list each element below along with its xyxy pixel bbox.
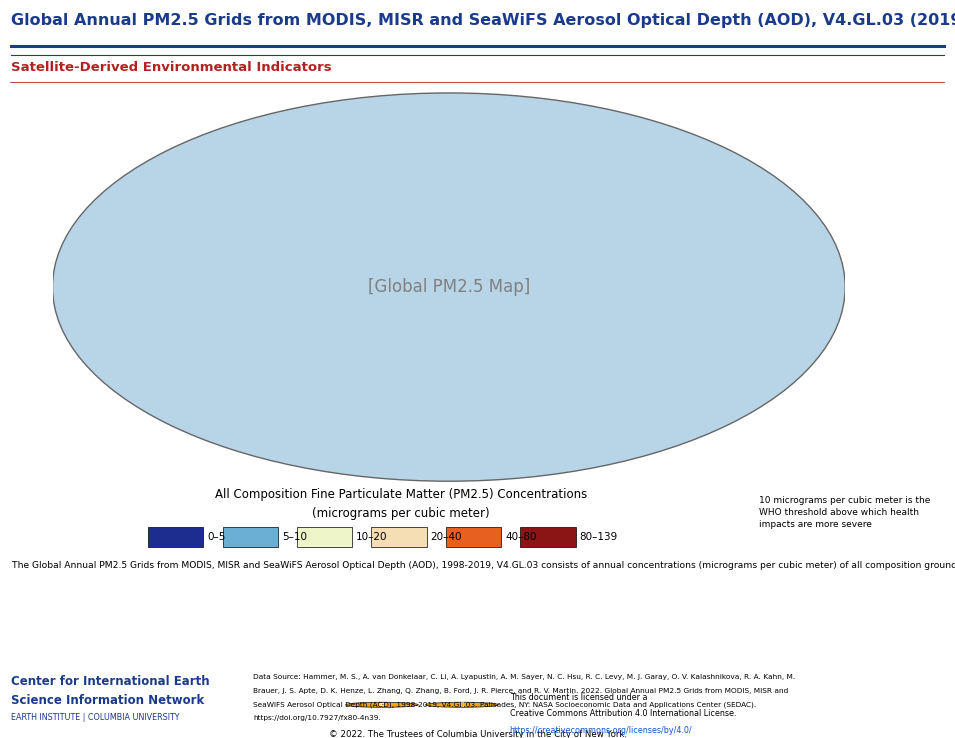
Text: All Composition Fine Particulate Matter (PM2.5) Concentrations: All Composition Fine Particulate Matter … [215,489,587,501]
Bar [446,527,501,547]
Text: 10–20: 10–20 [356,532,388,542]
Text: https://doi.org/10.7927/fx80-4n39.: https://doi.org/10.7927/fx80-4n39. [253,715,381,722]
Circle shape [426,703,499,707]
Bar [371,527,427,547]
Circle shape [346,703,418,707]
Text: 40–80: 40–80 [505,532,537,542]
Bar [520,527,576,547]
Text: ⓘ: ⓘ [460,703,463,707]
Text: 20–40: 20–40 [431,532,462,542]
Text: Center for International Earth: Center for International Earth [11,675,210,688]
Text: (micrograms per cubic meter): (micrograms per cubic meter) [312,507,490,520]
Text: cc: cc [379,703,385,707]
Text: SeaWiFS Aerosol Optical Depth (AOD), 1998-2019, V4.GL.03. Palisades, NY: NASA So: SeaWiFS Aerosol Optical Depth (AOD), 199… [253,701,756,708]
Text: 80–139: 80–139 [580,532,618,542]
Text: 5–10: 5–10 [282,532,307,542]
Bar [148,527,203,547]
Text: © 2022. The Trustees of Columbia University in the City of New York.: © 2022. The Trustees of Columbia Univers… [329,730,626,738]
Text: Global Annual PM2.5 Grids from MODIS, MISR and SeaWiFS Aerosol Optical Depth (AO: Global Annual PM2.5 Grids from MODIS, MI… [11,13,955,28]
Text: Satellite-Derived Environmental Indicators: Satellite-Derived Environmental Indicato… [11,61,332,74]
Bar [223,527,278,547]
Text: Science Information Network: Science Information Network [11,694,204,707]
Text: This document is licensed under a: This document is licensed under a [510,693,647,702]
Text: The Global Annual PM2.5 Grids from MODIS, MISR and SeaWiFS Aerosol Optical Depth: The Global Annual PM2.5 Grids from MODIS… [12,561,955,570]
Ellipse shape [53,93,845,481]
Text: Creative Commons Attribution 4.0 International License.: Creative Commons Attribution 4.0 Interna… [510,708,736,718]
Text: 0–5: 0–5 [207,532,225,542]
Text: https://creativecommons.org/licenses/by/4.0/: https://creativecommons.org/licenses/by/… [510,726,692,735]
Text: Data Source: Hammer, M. S., A. van Donkelaar, C. Li, A. Lyapustin, A. M. Sayer, : Data Source: Hammer, M. S., A. van Donke… [253,674,796,680]
Bar [297,527,352,547]
Text: [Global PM2.5 Map]: [Global PM2.5 Map] [368,278,530,296]
Text: Brauer, J. S. Apte, D. K. Henze, L. Zhang, Q. Zhang, B. Ford, J. R. Pierce, and : Brauer, J. S. Apte, D. K. Henze, L. Zhan… [253,688,788,694]
Text: EARTH INSTITUTE | COLUMBIA UNIVERSITY: EARTH INSTITUTE | COLUMBIA UNIVERSITY [11,714,180,723]
Text: 10 micrograms per cubic meter is the
WHO threshold above which health
impacts ar: 10 micrograms per cubic meter is the WHO… [759,496,930,529]
